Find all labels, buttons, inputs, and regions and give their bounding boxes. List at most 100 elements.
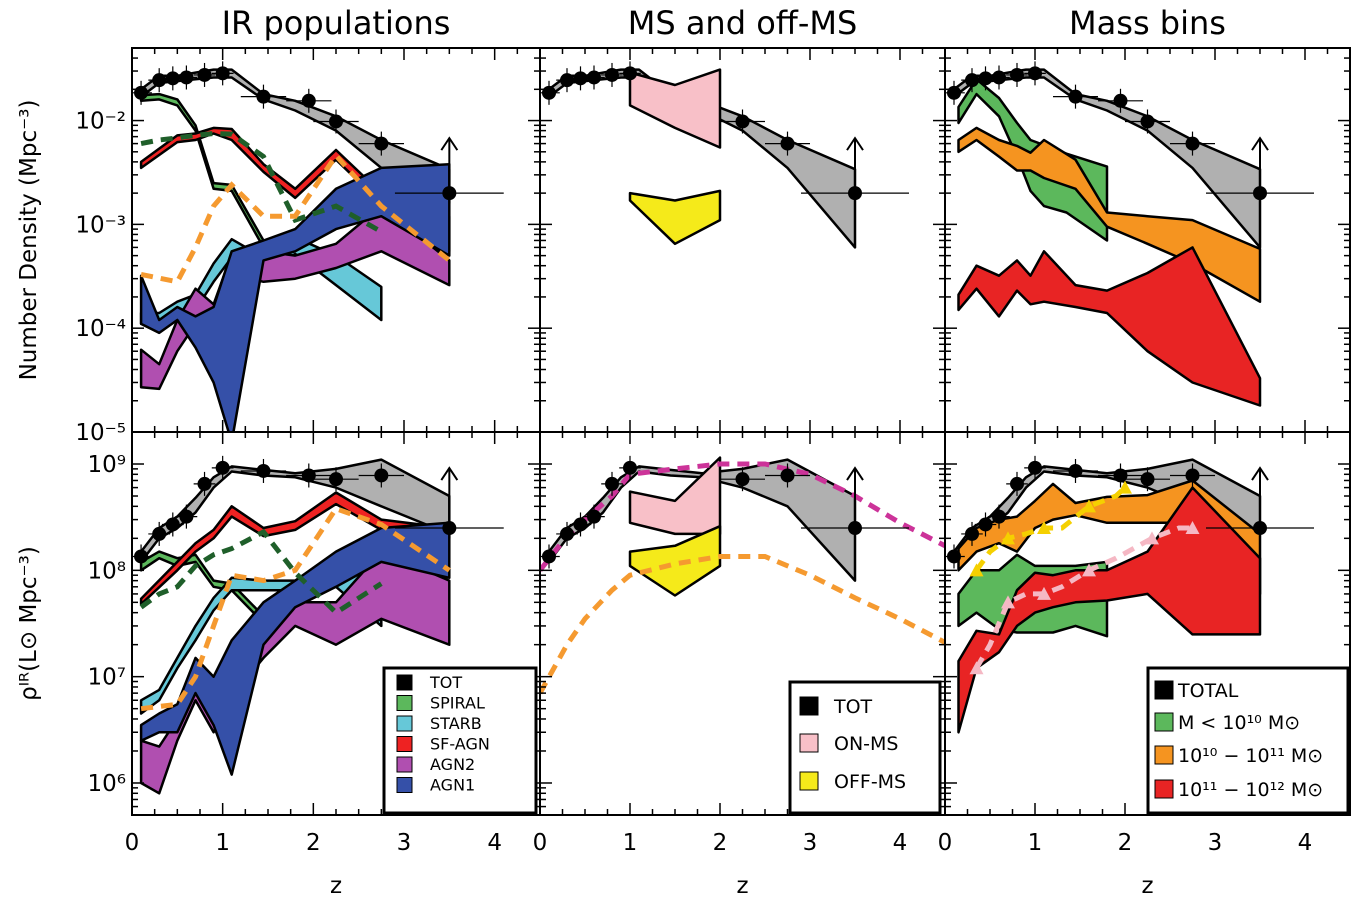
data-point bbox=[134, 549, 149, 564]
lower-limit-arrowhead bbox=[440, 466, 459, 481]
panel-bottom-right bbox=[944, 431, 1351, 816]
data-point bbox=[256, 463, 271, 478]
legend-label: AGN1 bbox=[430, 776, 475, 795]
legend-swatch bbox=[1154, 745, 1174, 765]
panel-top-middle bbox=[539, 47, 946, 433]
legend-label: TOTAL bbox=[1177, 680, 1239, 702]
y-tick-label: 10⁻⁴ bbox=[75, 316, 126, 342]
legend-swatch bbox=[799, 696, 819, 716]
band-10-10-m- bbox=[957, 486, 1262, 734]
data-point bbox=[134, 85, 149, 100]
legend-label: TOT bbox=[833, 696, 873, 718]
y-tick-label: 10⁸ bbox=[88, 558, 127, 584]
legend-swatch bbox=[799, 771, 819, 791]
x-tick-label: 4 bbox=[893, 830, 908, 856]
data-point bbox=[947, 549, 961, 564]
legend-label: AGN2 bbox=[430, 755, 475, 774]
data-point bbox=[1113, 93, 1128, 108]
data-point bbox=[215, 460, 230, 475]
legend-label: ON-MS bbox=[834, 733, 898, 755]
x-axis-label: z bbox=[330, 873, 342, 898]
band-on-ms bbox=[628, 68, 722, 149]
data-point bbox=[560, 73, 574, 88]
model-dash-orange bbox=[140, 151, 451, 285]
data-point bbox=[374, 136, 389, 151]
model-marker bbox=[969, 661, 984, 675]
model-dash-orange bbox=[540, 554, 945, 695]
model-marker bbox=[1185, 521, 1200, 535]
y-tick-label: 10⁷ bbox=[88, 665, 127, 691]
legend-swatch bbox=[396, 756, 413, 773]
panel-frame bbox=[539, 47, 946, 433]
panel-frame bbox=[131, 47, 541, 433]
band-off-ms bbox=[628, 189, 722, 246]
data-point bbox=[165, 71, 180, 86]
x-tick-label: 1 bbox=[215, 830, 230, 856]
data-point bbox=[947, 85, 961, 100]
model-dash-orange bbox=[140, 505, 451, 712]
model-marker bbox=[1001, 595, 1015, 609]
x-tick-label: 4 bbox=[1298, 830, 1313, 856]
data-point bbox=[1140, 114, 1155, 129]
plot-area bbox=[132, 61, 504, 432]
legend-swatch bbox=[1154, 680, 1174, 700]
lower-limit-arrowhead bbox=[1251, 466, 1269, 481]
y-tick-label: 10⁶ bbox=[88, 771, 127, 797]
data-point bbox=[992, 509, 1006, 524]
panel-title: IR populations bbox=[222, 4, 451, 42]
model-dash-green bbox=[140, 130, 383, 234]
data-point bbox=[215, 66, 230, 81]
data-point bbox=[978, 517, 993, 532]
panel-title: MS and off-MS bbox=[628, 4, 858, 42]
panel-title: Mass bins bbox=[1069, 4, 1226, 42]
data-point bbox=[1113, 468, 1128, 483]
model-marker bbox=[1118, 480, 1132, 494]
legend-label: SPIRAL bbox=[430, 694, 485, 713]
legend-swatch bbox=[799, 733, 819, 753]
data-point bbox=[965, 526, 979, 541]
model-dash-green bbox=[139, 528, 383, 616]
panel-top-right bbox=[944, 47, 1351, 433]
data-point bbox=[1028, 66, 1042, 81]
x-tick-label: 1 bbox=[1028, 830, 1043, 856]
lower-limit-arrowhead bbox=[440, 136, 459, 151]
data-point bbox=[1010, 476, 1024, 491]
model-marker bbox=[1037, 586, 1051, 600]
x-tick-label: 2 bbox=[306, 830, 321, 856]
x-tick-label: 0 bbox=[125, 830, 140, 856]
data-point bbox=[780, 468, 795, 483]
data-point bbox=[587, 70, 601, 85]
panel-bottom-middle bbox=[539, 431, 946, 816]
legend-swatch bbox=[396, 695, 413, 711]
lower-limit-arrowhead bbox=[1251, 136, 1269, 151]
x-tick-label: 0 bbox=[533, 830, 548, 856]
x-axis-label: z bbox=[736, 873, 748, 898]
data-point bbox=[1185, 136, 1200, 151]
plot-area bbox=[540, 61, 909, 249]
legend-label: M < 10¹⁰ M⊙ bbox=[1178, 712, 1300, 734]
band-10-10-m- bbox=[957, 246, 1262, 407]
data-point bbox=[197, 67, 212, 82]
legend-swatch bbox=[1154, 779, 1174, 799]
data-point bbox=[605, 67, 619, 82]
data-point bbox=[197, 476, 212, 491]
band-off-ms bbox=[628, 524, 722, 597]
legend-label: STARB bbox=[430, 714, 482, 733]
y-tick-label: 10⁻³ bbox=[75, 212, 126, 238]
data-point bbox=[152, 73, 167, 88]
data-point bbox=[329, 472, 343, 487]
legend-swatch bbox=[396, 736, 413, 752]
data-point bbox=[735, 114, 750, 129]
data-point bbox=[1140, 472, 1155, 487]
legend-label: TOT bbox=[429, 673, 462, 692]
data-point bbox=[301, 93, 316, 108]
model-marker bbox=[1082, 499, 1096, 513]
legend-label: 10¹⁰ − 10¹¹ M⊙ bbox=[1178, 745, 1323, 767]
data-point bbox=[780, 136, 795, 151]
data-point bbox=[1185, 468, 1200, 483]
x-tick-label: 1 bbox=[623, 830, 638, 856]
data-point bbox=[965, 73, 979, 88]
data-point bbox=[179, 509, 194, 524]
x-tick-label: 2 bbox=[1118, 830, 1133, 856]
